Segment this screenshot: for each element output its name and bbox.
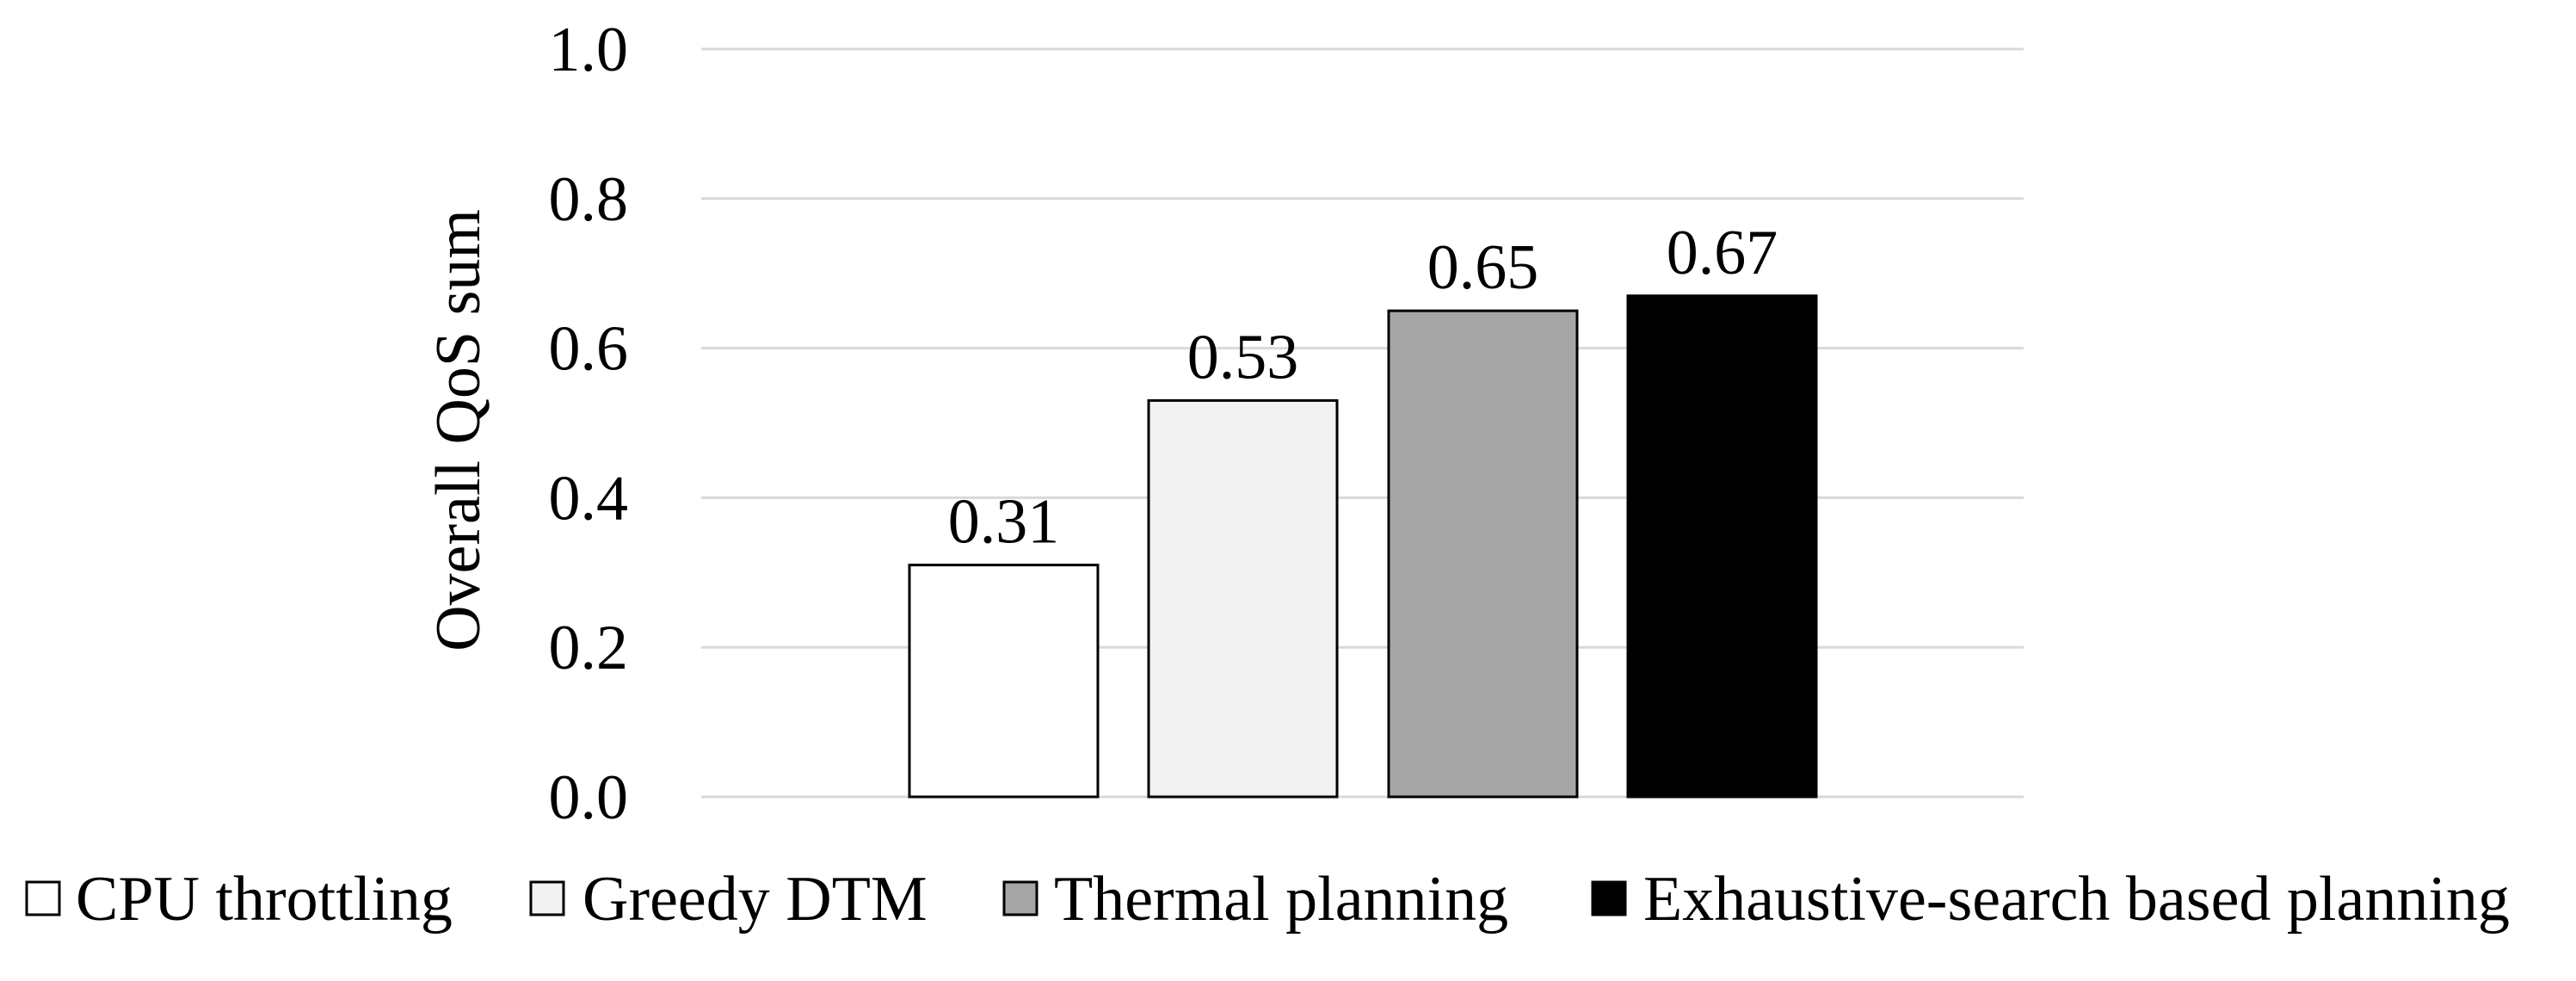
y-tick-label: 0.8 [549,164,629,235]
legend-swatch [25,880,61,916]
legend-label: Thermal planning [1054,864,1508,935]
data-label: 0.65 [1427,232,1539,303]
legend: CPU throttling Greedy DTM Thermal planning… [25,864,2510,935]
legend-label: CPU throttling [76,864,453,935]
y-tick-label: 0.4 [549,463,629,534]
data-labels: 0.31 0.53 0.65 0.67 [948,218,1778,558]
bar-3 [1387,309,1579,799]
y-tick-label: 1.0 [549,15,629,85]
y-axis-ticks: 0.0 0.2 0.4 0.6 0.8 1.0 [549,15,629,833]
bar-1 [908,564,1100,799]
legend-label: Greedy DTM [582,864,927,935]
y-tick-label: 0.2 [549,613,629,683]
bar-2 [1147,398,1339,799]
bar-4 [1626,294,1818,799]
legend-label: Exhaustive-search based planning [1643,864,2510,935]
legend-swatch [1591,880,1627,916]
y-tick-label: 0.6 [549,314,629,385]
data-label: 0.67 [1667,218,1778,288]
bars [908,294,1818,799]
y-tick-label: 0.0 [549,762,629,833]
data-label: 0.31 [948,487,1060,558]
y-axis-title: Overall QoS sum [423,209,494,651]
gridlines [701,47,2024,799]
data-label: 0.53 [1187,322,1299,392]
legend-swatch [1002,880,1038,916]
legend-swatch [529,880,565,916]
